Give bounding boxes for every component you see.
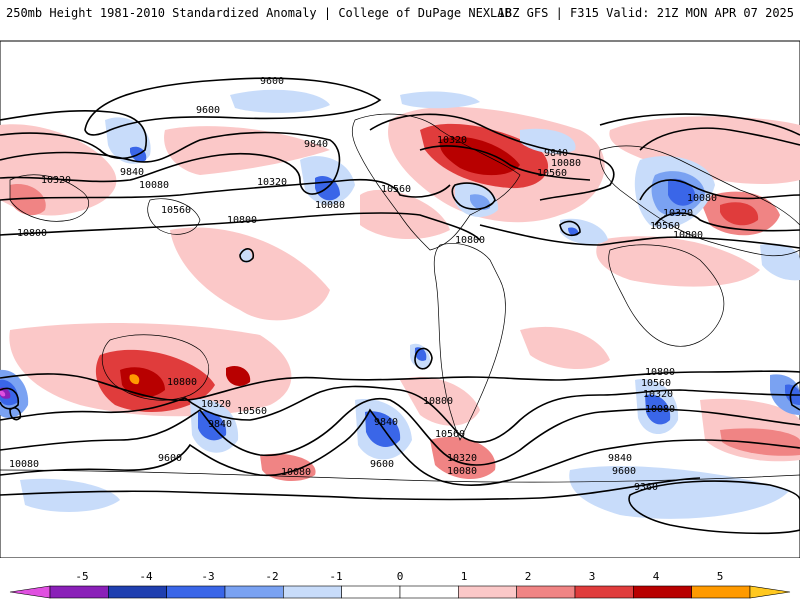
negative-anomaly-shading xyxy=(0,89,800,519)
model-run-info: 18Z GFS | F315 Valid: 21Z MON APR 07 202… xyxy=(497,6,794,20)
contour-label: 10560 xyxy=(537,168,567,179)
legend-label: 0 xyxy=(396,570,404,583)
contour-label: 10560 xyxy=(161,205,191,216)
contour-label: 9840 xyxy=(120,167,144,178)
legend-swatch xyxy=(224,585,284,599)
contour-label: 9600 xyxy=(158,453,182,464)
legend-label: 2 xyxy=(524,570,532,583)
contour-label: 10560 xyxy=(641,378,671,389)
contour-label: 10320 xyxy=(41,175,71,186)
legend-swatch xyxy=(9,585,51,599)
legend-colorbar xyxy=(9,585,791,599)
contour-label: 10080 xyxy=(687,193,717,204)
contour-label: 10080 xyxy=(551,158,581,169)
legend-swatch xyxy=(516,585,576,599)
legend-swatch xyxy=(108,585,167,599)
contour-label: 10800 xyxy=(167,377,197,388)
legend-label: 1 xyxy=(460,570,468,583)
legend-label: 5 xyxy=(716,570,724,583)
contour-label: 10800 xyxy=(673,230,703,241)
contour-label: 10320 xyxy=(257,177,287,188)
legend-swatch xyxy=(458,585,517,599)
legend-label: 3 xyxy=(588,570,596,583)
legend-swatch xyxy=(691,585,751,599)
legend-label: -3 xyxy=(201,570,215,583)
contour-label: 10560 xyxy=(435,429,465,440)
legend-swatch xyxy=(283,585,342,599)
color-scale-legend: -5 -4 -3 -2 -1 0 1 2 3 4 5 xyxy=(0,570,800,600)
title-bar: 250mb Height 1981-2010 Standardized Anom… xyxy=(0,0,800,34)
contour-label: 10320 xyxy=(201,399,231,410)
contour-label: 9600 xyxy=(612,466,636,477)
contour-label: 10320 xyxy=(447,453,477,464)
contour-label: 9840 xyxy=(608,453,632,464)
contour-label: 10800 xyxy=(423,396,453,407)
contour-label: 10800 xyxy=(455,235,485,246)
contour-label: 10560 xyxy=(381,184,411,195)
contour-label: 9600 xyxy=(260,76,284,87)
height-contours xyxy=(0,77,800,535)
legend-label: -5 xyxy=(75,570,89,583)
legend-swatch xyxy=(166,585,226,599)
contour-label: 10320 xyxy=(643,389,673,400)
contour-label: 9840 xyxy=(374,417,398,428)
contour-label: 10080 xyxy=(9,459,39,470)
anomaly-map: 9600 9600 9840 9840 9840 10080 10080 100… xyxy=(0,40,800,558)
contour-label: 10320 xyxy=(663,208,693,219)
contour-labels: 9600 9600 9840 9840 9840 10080 10080 100… xyxy=(9,76,717,493)
legend-label: -1 xyxy=(329,570,343,583)
contour-label: 10080 xyxy=(645,404,675,415)
contour-label: 9840 xyxy=(208,419,232,430)
contour-label: 10800 xyxy=(645,367,675,378)
legend-label: -4 xyxy=(139,570,153,583)
legend-label: -2 xyxy=(265,570,279,583)
contour-label: 10080 xyxy=(315,200,345,211)
map-title: 250mb Height 1981-2010 Standardized Anom… xyxy=(6,6,512,20)
contour-label: 9840 xyxy=(304,139,328,150)
contour-label: 10080 xyxy=(447,466,477,477)
contour-label: 9600 xyxy=(196,105,220,116)
contour-label: 9600 xyxy=(370,459,394,470)
legend-swatch xyxy=(49,585,109,599)
contour-label: 10560 xyxy=(237,406,267,417)
contour-label: 10080 xyxy=(281,467,311,478)
contour-label: 10800 xyxy=(17,228,47,239)
legend-swatch xyxy=(341,585,401,599)
legend-swatch xyxy=(399,585,459,599)
contour-label: 10800 xyxy=(227,215,257,226)
contour-label: 9360 xyxy=(634,482,658,493)
legend-swatch xyxy=(749,585,791,599)
contour-label: 10560 xyxy=(650,221,680,232)
contour-label: 9840 xyxy=(544,148,568,159)
contour-label: 10080 xyxy=(139,180,169,191)
contour-label: 10320 xyxy=(437,135,467,146)
legend-swatch xyxy=(633,585,692,599)
legend-swatch xyxy=(574,585,634,599)
legend-label: 4 xyxy=(652,570,660,583)
